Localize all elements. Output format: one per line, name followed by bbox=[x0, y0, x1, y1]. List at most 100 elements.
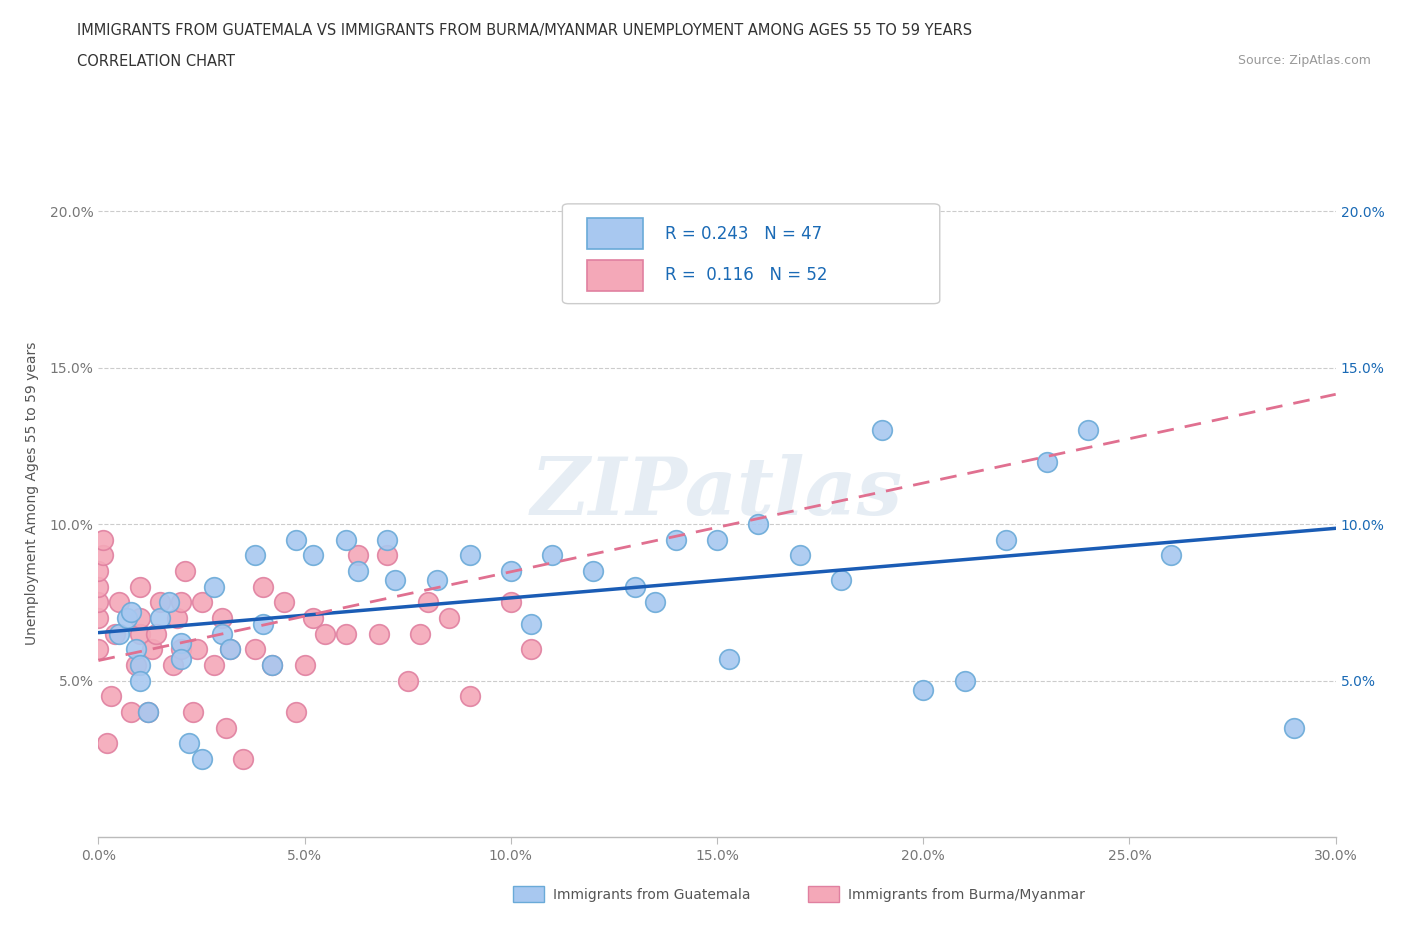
Point bbox=[91, 532, 114, 547]
Point bbox=[232, 751, 254, 766]
Point bbox=[104, 626, 127, 641]
FancyBboxPatch shape bbox=[562, 204, 939, 304]
Point bbox=[718, 651, 741, 666]
Point bbox=[145, 626, 167, 641]
Point bbox=[302, 548, 325, 563]
Point bbox=[243, 548, 266, 563]
Point bbox=[170, 595, 193, 610]
Point bbox=[91, 548, 114, 563]
Point bbox=[347, 548, 370, 563]
Bar bbox=[808, 886, 839, 902]
Point bbox=[252, 617, 274, 631]
Point bbox=[96, 736, 118, 751]
Point bbox=[314, 626, 336, 641]
Point bbox=[396, 673, 419, 688]
Point bbox=[367, 626, 389, 641]
Point bbox=[181, 704, 204, 719]
Point bbox=[149, 611, 172, 626]
Point bbox=[117, 611, 139, 626]
Point bbox=[190, 595, 212, 610]
Point bbox=[1036, 454, 1059, 469]
Point bbox=[458, 548, 481, 563]
Point bbox=[273, 595, 295, 610]
Y-axis label: Unemployment Among Ages 55 to 59 years: Unemployment Among Ages 55 to 59 years bbox=[24, 341, 38, 644]
Point bbox=[335, 532, 357, 547]
Point bbox=[285, 532, 308, 547]
Point bbox=[136, 704, 159, 719]
Bar bbox=[513, 886, 544, 902]
Point bbox=[418, 595, 440, 610]
Point bbox=[644, 595, 666, 610]
Point bbox=[202, 658, 225, 672]
Text: CORRELATION CHART: CORRELATION CHART bbox=[77, 54, 235, 69]
Point bbox=[128, 611, 150, 626]
Text: Immigrants from Burma/Myanmar: Immigrants from Burma/Myanmar bbox=[848, 887, 1084, 902]
FancyBboxPatch shape bbox=[588, 260, 643, 291]
Text: IMMIGRANTS FROM GUATEMALA VS IMMIGRANTS FROM BURMA/MYANMAR UNEMPLOYMENT AMONG AG: IMMIGRANTS FROM GUATEMALA VS IMMIGRANTS … bbox=[77, 23, 973, 38]
Point bbox=[136, 704, 159, 719]
Point bbox=[623, 579, 645, 594]
Point bbox=[294, 658, 316, 672]
Point bbox=[499, 595, 522, 610]
Point bbox=[120, 604, 142, 619]
Point bbox=[706, 532, 728, 547]
Point bbox=[211, 611, 233, 626]
Point bbox=[166, 611, 188, 626]
Text: Source: ZipAtlas.com: Source: ZipAtlas.com bbox=[1237, 54, 1371, 67]
Point bbox=[202, 579, 225, 594]
Point bbox=[219, 642, 242, 657]
Text: R =  0.116   N = 52: R = 0.116 N = 52 bbox=[665, 266, 828, 285]
Point bbox=[335, 626, 357, 641]
Point bbox=[128, 626, 150, 641]
Point bbox=[124, 642, 146, 657]
Point bbox=[243, 642, 266, 657]
Point bbox=[128, 579, 150, 594]
Point bbox=[870, 423, 893, 438]
Point bbox=[190, 751, 212, 766]
Point bbox=[100, 689, 122, 704]
Point bbox=[375, 548, 398, 563]
Point bbox=[186, 642, 208, 657]
Point bbox=[1077, 423, 1099, 438]
Point bbox=[128, 658, 150, 672]
Point bbox=[260, 658, 283, 672]
Point bbox=[953, 673, 976, 688]
Point bbox=[162, 658, 184, 672]
Point bbox=[426, 573, 449, 588]
Text: Immigrants from Guatemala: Immigrants from Guatemala bbox=[553, 887, 749, 902]
Point bbox=[87, 579, 110, 594]
Point bbox=[157, 595, 180, 610]
Point bbox=[124, 658, 146, 672]
Point bbox=[302, 611, 325, 626]
FancyBboxPatch shape bbox=[588, 219, 643, 249]
Point bbox=[375, 532, 398, 547]
Point bbox=[541, 548, 564, 563]
Point bbox=[219, 642, 242, 657]
Point bbox=[87, 564, 110, 578]
Point bbox=[87, 611, 110, 626]
Point bbox=[211, 626, 233, 641]
Point bbox=[108, 626, 131, 641]
Point bbox=[747, 517, 769, 532]
Point bbox=[789, 548, 811, 563]
Text: R = 0.243   N = 47: R = 0.243 N = 47 bbox=[665, 225, 823, 243]
Point bbox=[499, 564, 522, 578]
Point bbox=[437, 611, 460, 626]
Point bbox=[179, 736, 201, 751]
Point bbox=[170, 642, 193, 657]
Point bbox=[108, 595, 131, 610]
Point bbox=[170, 635, 193, 650]
Point bbox=[215, 720, 238, 735]
Text: ZIPatlas: ZIPatlas bbox=[531, 454, 903, 532]
Point bbox=[520, 617, 543, 631]
Point bbox=[120, 704, 142, 719]
Point bbox=[260, 658, 283, 672]
Point bbox=[520, 642, 543, 657]
Point bbox=[1160, 548, 1182, 563]
Point bbox=[830, 573, 852, 588]
Point bbox=[458, 689, 481, 704]
Point bbox=[582, 564, 605, 578]
Point bbox=[384, 573, 406, 588]
Point bbox=[170, 651, 193, 666]
Point bbox=[141, 642, 163, 657]
